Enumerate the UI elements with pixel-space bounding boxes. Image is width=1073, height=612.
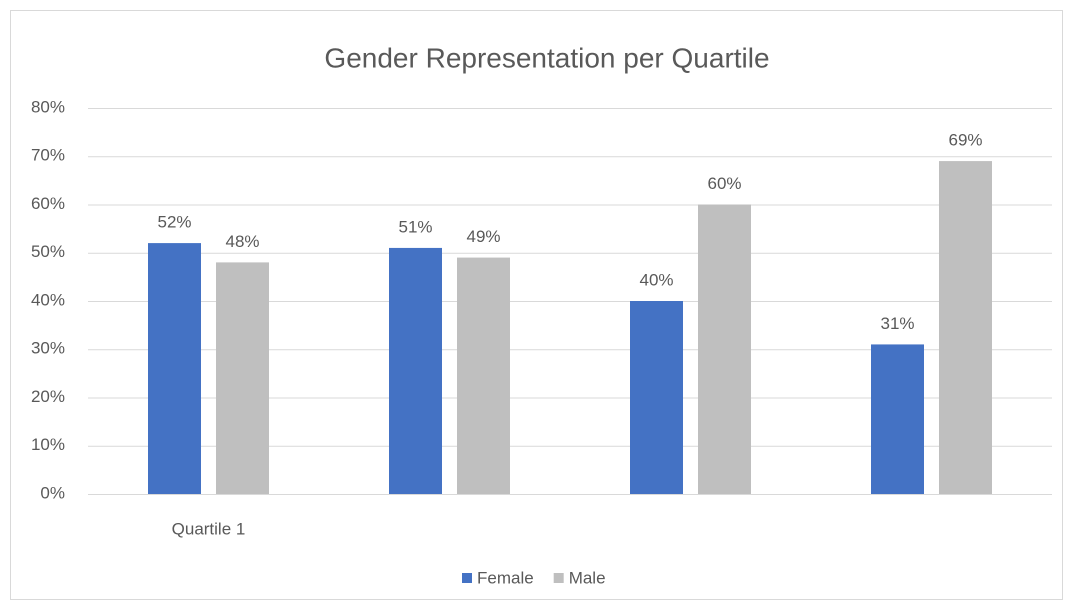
y-tick-label: 80% (31, 97, 65, 116)
data-label: 48% (225, 232, 259, 251)
data-label: 60% (707, 174, 741, 193)
data-label: 51% (398, 217, 432, 236)
bar (939, 161, 992, 494)
y-tick-label: 70% (31, 146, 65, 165)
legend-swatch (462, 573, 472, 583)
legend-label: Male (569, 568, 606, 587)
data-label: 49% (466, 227, 500, 246)
y-tick-label: 30% (31, 339, 65, 358)
chart-title: Gender Representation per Quartile (324, 42, 769, 73)
y-tick-label: 10% (31, 435, 65, 454)
y-tick-label: 40% (31, 290, 65, 309)
legend-label: Female (477, 568, 534, 587)
bar (698, 204, 751, 494)
y-tick-label: 0% (40, 483, 65, 502)
x-tick-label: Quartile 1 (172, 519, 246, 538)
bar (148, 243, 201, 494)
bar (389, 247, 442, 494)
data-label: 52% (157, 213, 191, 232)
y-tick-label: 20% (31, 387, 65, 406)
bar (457, 257, 510, 494)
bar (216, 262, 269, 494)
data-label: 40% (639, 270, 673, 289)
data-label: 31% (880, 314, 914, 333)
data-label: 69% (948, 131, 982, 150)
y-tick-label: 60% (31, 194, 65, 213)
bar (871, 344, 924, 494)
legend-swatch (553, 573, 564, 583)
bar (630, 301, 683, 494)
y-tick-label: 50% (31, 242, 65, 261)
